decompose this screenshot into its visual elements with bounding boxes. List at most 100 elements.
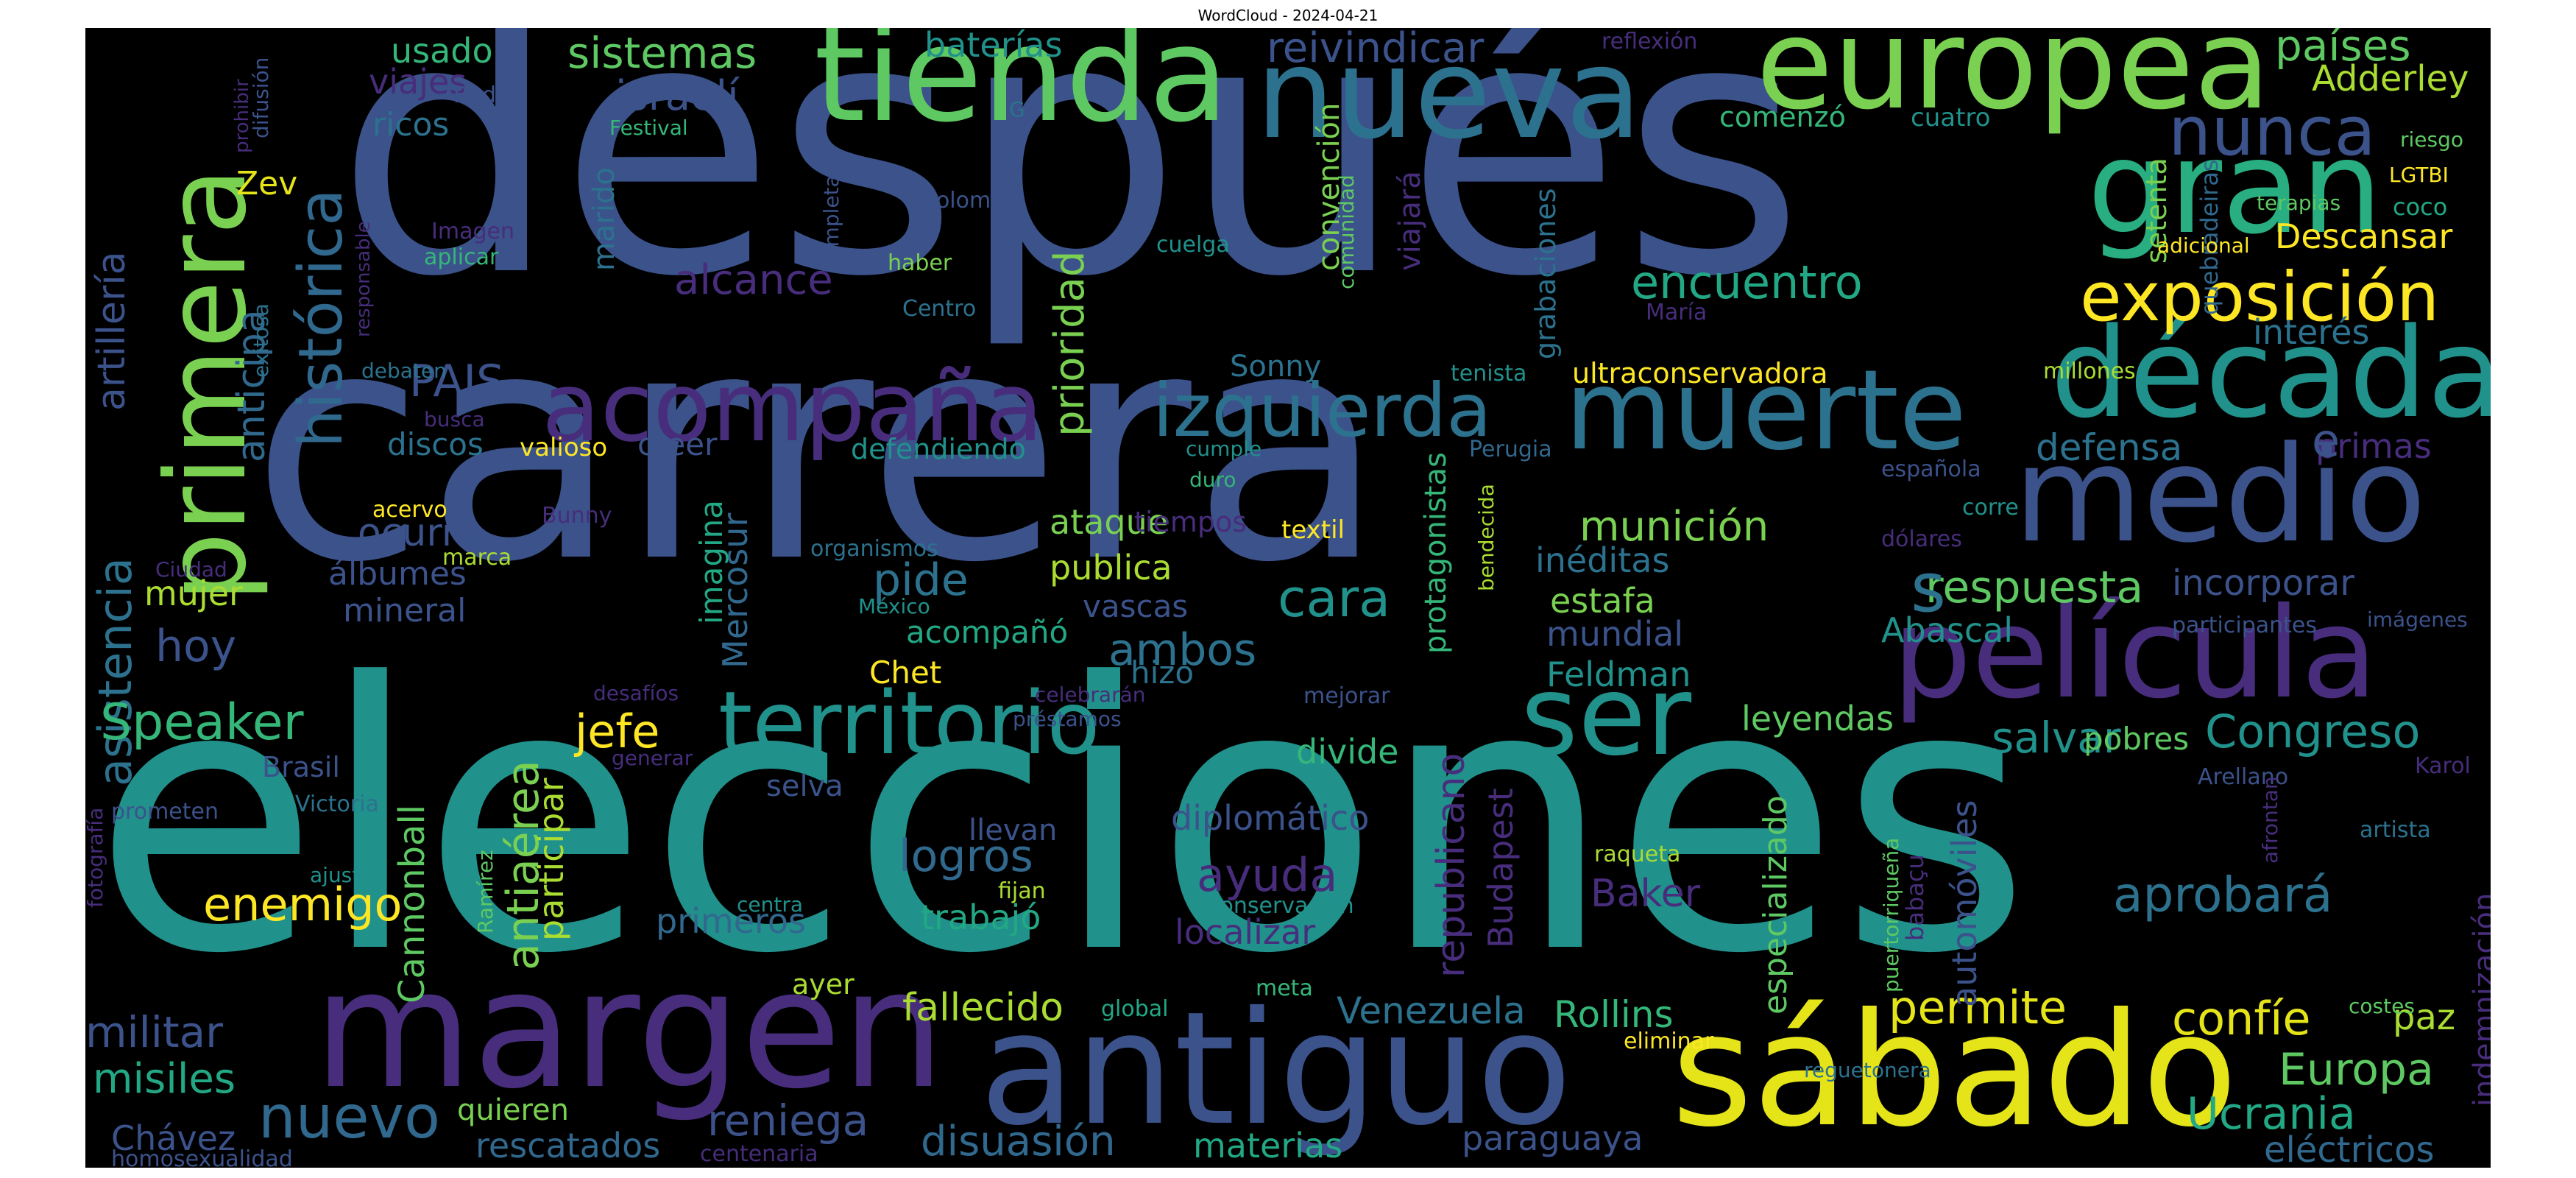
word: ambos bbox=[1108, 624, 1257, 676]
word: territorio bbox=[718, 672, 1100, 774]
word: organismos bbox=[810, 536, 938, 562]
word: Brasil bbox=[262, 751, 340, 783]
word: confíe bbox=[2172, 992, 2311, 1045]
word: reguetonera bbox=[1804, 1058, 1931, 1082]
word: Descansar bbox=[2275, 216, 2453, 256]
word-cloud: después carrera elecciones margen antigu… bbox=[85, 28, 2491, 1168]
word: Centro bbox=[902, 296, 977, 322]
word: especializado bbox=[1757, 795, 1794, 1015]
word: llevan bbox=[969, 814, 1058, 847]
word: creer bbox=[637, 426, 718, 462]
word: encuentro bbox=[1631, 255, 1863, 309]
word: Congreso bbox=[2205, 705, 2421, 758]
word: e bbox=[2312, 414, 2340, 468]
word: leyendas bbox=[1741, 699, 1894, 738]
word: ultraconservadora bbox=[1572, 357, 1828, 389]
word: ayuda bbox=[1197, 848, 1338, 902]
word: Karol bbox=[2415, 753, 2471, 779]
word: usado bbox=[391, 31, 493, 71]
word: cuelga bbox=[1156, 232, 1230, 258]
word: mineral bbox=[343, 592, 467, 629]
word: s bbox=[1911, 549, 1946, 627]
word: elecciones bbox=[93, 605, 2031, 1034]
word: paz bbox=[2393, 997, 2456, 1038]
word: acervo bbox=[372, 497, 447, 523]
word: nueva bbox=[1256, 28, 1642, 167]
word: reniega bbox=[707, 1096, 869, 1146]
word: conservación bbox=[1208, 893, 1354, 919]
word: Ciudad bbox=[155, 557, 227, 582]
word: Chet bbox=[869, 655, 942, 691]
word: medio bbox=[2014, 418, 2427, 572]
word: reivindicar bbox=[1267, 28, 1485, 72]
word: acompaña bbox=[542, 351, 1044, 463]
word: diplomático bbox=[1171, 798, 1370, 838]
word: prioridad bbox=[1046, 250, 1094, 437]
word: difusión bbox=[249, 57, 273, 138]
word: préstamos bbox=[1013, 707, 1122, 731]
word: Victoria bbox=[295, 791, 379, 817]
word: después bbox=[336, 28, 1805, 353]
word: imagina bbox=[693, 499, 729, 624]
word: fijan bbox=[998, 878, 1046, 904]
word: completado bbox=[819, 149, 843, 271]
word: G bbox=[1009, 97, 1025, 121]
word: Colombia bbox=[921, 188, 1025, 214]
word: LGTBI bbox=[2389, 163, 2449, 187]
word: protagonistas bbox=[1419, 452, 1453, 654]
word: aplicar bbox=[424, 244, 499, 270]
word: Zev bbox=[236, 165, 298, 202]
word: México bbox=[858, 594, 930, 618]
word: Speaker bbox=[100, 694, 304, 752]
word: Abascal bbox=[1881, 610, 2014, 650]
word: defensa bbox=[2036, 426, 2183, 469]
word: discos bbox=[387, 426, 484, 462]
word: permite bbox=[1889, 981, 2067, 1034]
word: tenista bbox=[1451, 361, 1527, 387]
word: vascas bbox=[1083, 588, 1189, 624]
word: Budapest bbox=[1481, 788, 1521, 948]
word: millones bbox=[2043, 359, 2136, 384]
word: histórica bbox=[286, 188, 356, 448]
word: comenzó bbox=[1719, 101, 1846, 133]
word: artista bbox=[2360, 817, 2431, 843]
word: costes bbox=[2349, 994, 2415, 1018]
word: bendecida bbox=[1474, 484, 1498, 591]
word: Rollins bbox=[1554, 993, 1674, 1036]
word: trabajó bbox=[921, 897, 1041, 937]
word: alcance bbox=[674, 256, 833, 304]
word: ser bbox=[1521, 652, 1692, 780]
word: ataque bbox=[1050, 502, 1169, 542]
word: Adderley bbox=[2312, 58, 2469, 99]
word: busca bbox=[424, 407, 485, 431]
word: primeros bbox=[656, 901, 807, 941]
word: Ucrania bbox=[2187, 1088, 2356, 1140]
word: publica bbox=[1050, 548, 1172, 588]
word: Festival bbox=[609, 116, 688, 140]
word: divide bbox=[1296, 732, 1399, 772]
word: europea bbox=[1756, 28, 2271, 138]
word: gran bbox=[2087, 113, 2383, 263]
word: marido bbox=[587, 167, 621, 271]
word: baterías bbox=[924, 28, 1063, 65]
word: desafíos bbox=[593, 681, 679, 705]
word: coco bbox=[2393, 193, 2448, 221]
word: hoy bbox=[155, 621, 237, 672]
word: indemnización bbox=[2468, 892, 2491, 1107]
word: película bbox=[1892, 581, 2378, 727]
word: defendiendo bbox=[851, 433, 1026, 465]
word: salvar bbox=[1992, 713, 2121, 763]
word: quieren bbox=[457, 1093, 569, 1127]
word: homosexualidad bbox=[111, 1146, 293, 1168]
word: nuevo bbox=[258, 1083, 440, 1151]
word: mejorar bbox=[1303, 683, 1390, 709]
word: celebrarán bbox=[1035, 683, 1146, 707]
word: Venezuela bbox=[1337, 990, 1526, 1032]
word: militar bbox=[85, 1007, 223, 1057]
word: antiguo bbox=[980, 978, 1572, 1160]
word: valioso bbox=[520, 433, 608, 462]
word: PAIS bbox=[409, 356, 505, 407]
word: Ramírez bbox=[473, 850, 498, 934]
word: aprobará bbox=[2113, 867, 2333, 923]
word: asistencia bbox=[88, 557, 142, 786]
